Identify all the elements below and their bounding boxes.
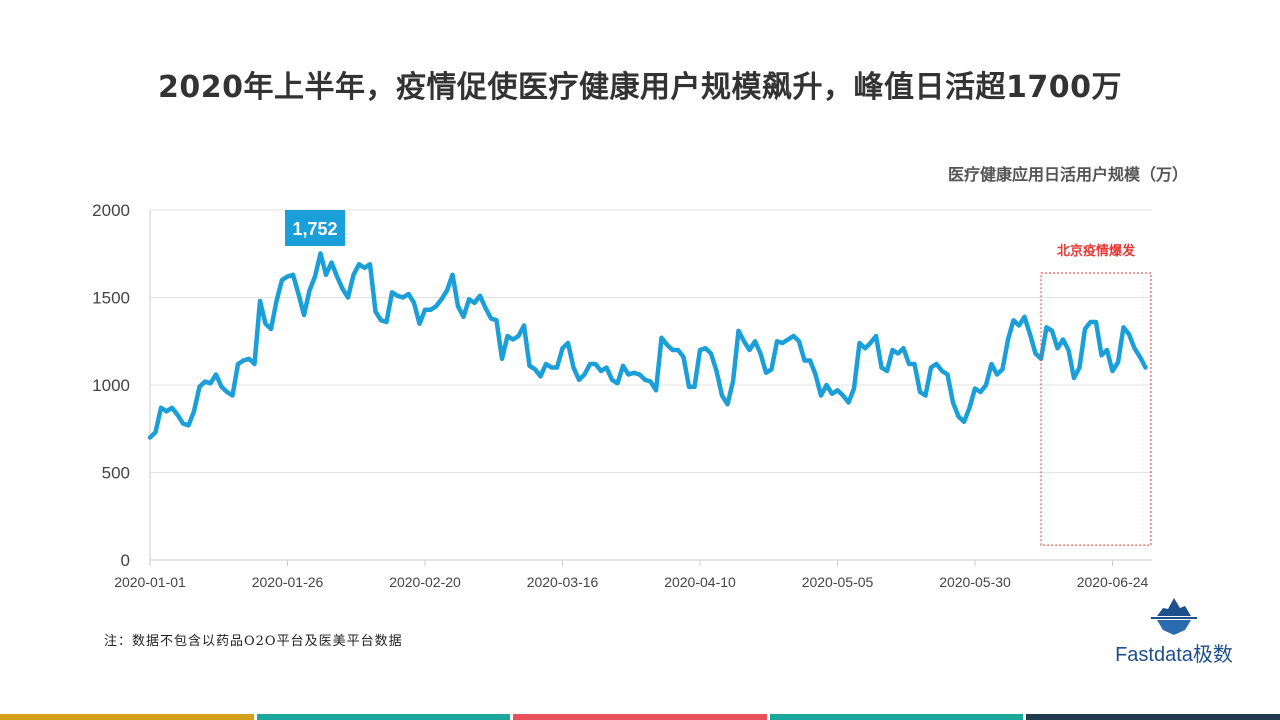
bottom-bar-segment: [0, 714, 254, 720]
bottom-bar-segment: [256, 714, 511, 720]
peak-label-text: 1,752: [292, 219, 337, 239]
footnote: 注：数据不包含以药品O2O平台及医美平台数据: [104, 634, 403, 649]
y-tick-label: 1000: [92, 376, 130, 395]
x-tick-label: 2020-04-10: [664, 574, 736, 590]
y-tick-label: 0: [121, 551, 130, 570]
x-tick-label: 2020-05-30: [939, 574, 1011, 590]
x-tick-label: 2020-01-01: [114, 574, 186, 590]
x-tick-label: 2020-05-05: [802, 574, 874, 590]
brand-logo: Fastdata极数: [1108, 596, 1240, 680]
iceberg-logo-icon: [1151, 598, 1197, 635]
y-tick-label: 2000: [92, 201, 130, 220]
bottom-bar-segment: [769, 714, 1024, 720]
peak-label-box: [285, 210, 345, 246]
bottom-color-bar: [0, 714, 1280, 720]
bottom-bar-segment: [1026, 714, 1280, 720]
x-tick-label: 2020-01-26: [252, 574, 324, 590]
x-tick-label: 2020-02-20: [389, 574, 461, 590]
y-tick-label: 500: [102, 464, 130, 483]
page-title: 2020年上半年，疫情促使医疗健康用户规模飙升，峰值日活超1700万: [158, 70, 1122, 105]
bottom-bar-segment: [513, 714, 767, 720]
peak-label: 1,752: [285, 210, 345, 246]
annotation-label: 北京疫情爆发: [1057, 243, 1136, 259]
series-line: [147, 251, 1148, 440]
chart-unit-label: 医疗健康应用日活用户规模（万）: [947, 165, 1188, 184]
logo-text: Fastdata极数: [1115, 644, 1233, 666]
y-tick-label: 1500: [92, 289, 130, 308]
x-tick-label: 2020-06-24: [1077, 574, 1149, 590]
annotation-box: [1040, 272, 1152, 546]
x-tick-label: 2020-03-16: [527, 574, 599, 590]
